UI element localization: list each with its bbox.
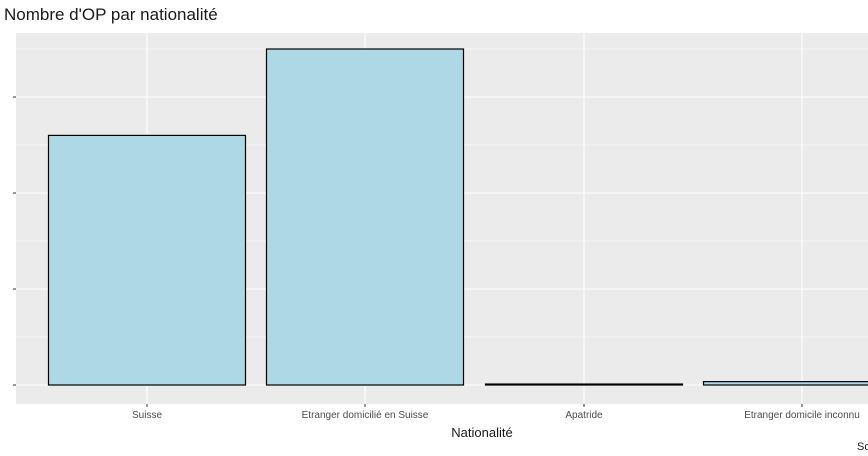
x-tick-label: Suisse: [132, 410, 162, 421]
bar-3: [484, 383, 684, 386]
x-tick-label: Etranger domicilié en Suisse: [302, 410, 429, 421]
x-axis-title: Nationalité: [451, 425, 513, 440]
caption: So: [857, 441, 868, 453]
bar-1: [47, 134, 247, 386]
bar-4: [702, 381, 868, 386]
bar-2: [265, 48, 465, 386]
x-tick-label: Etranger domicile inconnu: [744, 410, 860, 421]
x-tick-label: Apatride: [565, 410, 603, 421]
chart-title: Nombre d'OP par nationalité: [4, 5, 218, 24]
